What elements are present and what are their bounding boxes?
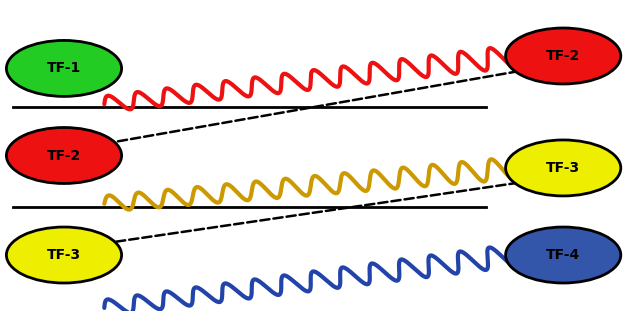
Text: TF-2: TF-2: [546, 49, 580, 63]
Text: TF-3: TF-3: [546, 161, 580, 175]
Text: TF-2: TF-2: [47, 148, 81, 163]
Circle shape: [6, 227, 122, 283]
Text: TF-4: TF-4: [546, 248, 580, 262]
Circle shape: [506, 227, 621, 283]
Text: TF-1: TF-1: [47, 61, 81, 76]
Circle shape: [506, 140, 621, 196]
Circle shape: [6, 128, 122, 183]
Text: TF-3: TF-3: [47, 248, 81, 262]
Circle shape: [6, 40, 122, 96]
Circle shape: [506, 28, 621, 84]
